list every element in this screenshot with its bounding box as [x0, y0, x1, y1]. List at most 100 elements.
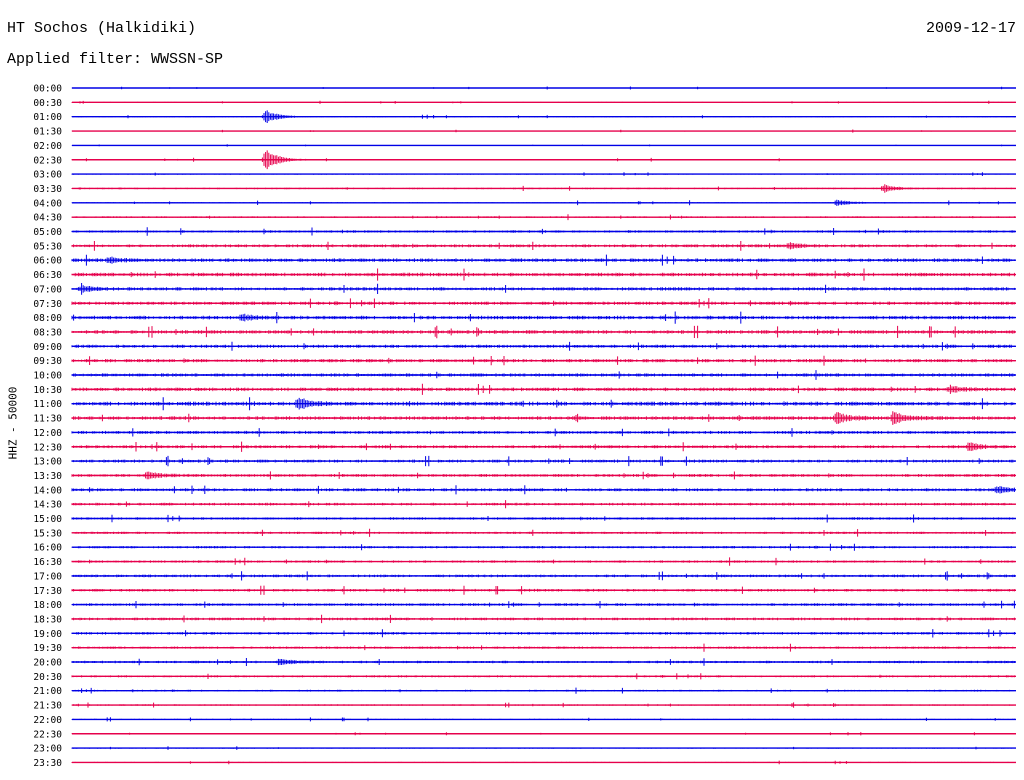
- time-tick-label: 17:30: [33, 586, 62, 597]
- seismogram-trace: [71, 702, 1015, 708]
- seismogram-trace: [71, 254, 1015, 266]
- time-tick-label: 18:00: [33, 600, 62, 611]
- time-tick-label: 09:30: [33, 356, 62, 367]
- seismogram-trace: [71, 214, 1015, 221]
- time-tick-label: 00:00: [33, 84, 62, 95]
- time-tick-label: 08:30: [33, 327, 62, 338]
- time-tick-label: 02:30: [33, 155, 62, 166]
- seismogram-trace: [71, 543, 1015, 551]
- seismogram-trace: [71, 144, 1015, 147]
- time-tick-label: 11:00: [33, 399, 62, 410]
- time-tick-label: 11:30: [33, 414, 62, 425]
- time-tick-label: 10:30: [33, 385, 62, 396]
- time-tick-label: 03:30: [33, 184, 62, 195]
- seismogram-trace: [71, 746, 1015, 750]
- seismogram-trace: [71, 441, 1015, 452]
- seismogram-trace: [71, 383, 1015, 395]
- seismogram-trace: [71, 283, 1015, 295]
- time-tick-label: 16:30: [33, 557, 62, 568]
- seismogram-trace: [71, 86, 1015, 90]
- time-tick-label: 22:30: [33, 729, 62, 740]
- seismogram-trace: [71, 184, 1015, 193]
- station-title: HT Sochos (Halkidiki): [7, 20, 197, 37]
- seismogram-trace: [71, 643, 1015, 652]
- seismogram-trace: [71, 571, 1015, 581]
- seismogram-trace: [71, 585, 1015, 595]
- seismogram-trace: [71, 150, 1015, 170]
- seismogram-trace: [71, 370, 1015, 380]
- time-tick-label: 09:00: [33, 342, 62, 353]
- seismogram-trace: [71, 732, 1015, 736]
- time-tick-label: 18:30: [33, 614, 62, 625]
- time-tick-label: 19:00: [33, 629, 62, 640]
- time-tick-label: 05:00: [33, 227, 62, 238]
- seismogram-trace: [71, 557, 1015, 566]
- time-tick-label: 16:00: [33, 543, 62, 554]
- time-tick-label: 21:30: [33, 701, 62, 712]
- time-tick-label: 07:30: [33, 299, 62, 310]
- time-tick-label: 13:30: [33, 471, 62, 482]
- seismogram-trace: [71, 614, 1015, 624]
- time-tick-label: 14:30: [33, 500, 62, 511]
- seismogram-trace: [71, 325, 1015, 339]
- seismogram-trace: [71, 528, 1015, 537]
- seismogram-trace: [71, 455, 1015, 467]
- time-tick-label: 03:00: [33, 170, 62, 181]
- filter-label: Applied filter: WWSSN-SP: [7, 51, 224, 68]
- time-tick-label: 15:00: [33, 514, 62, 525]
- time-tick-label: 02:00: [33, 141, 62, 152]
- seismogram-trace: [71, 485, 1015, 495]
- seismogram-trace: [71, 600, 1015, 609]
- seismogram-trace: [71, 110, 1015, 123]
- time-tick-labels: 00:00 00:30 01:00 01:30 02:00 02:30 03:00 03:30…: [33, 84, 62, 769]
- seismogram-trace: [71, 514, 1015, 523]
- time-tick-label: 23:00: [33, 744, 62, 755]
- time-tick-label: 15:30: [33, 528, 62, 539]
- seismogram-trace: [71, 298, 1015, 309]
- time-tick-label: 12:00: [33, 428, 62, 439]
- time-tick-label: 10:00: [33, 371, 62, 382]
- time-tick-label: 07:00: [33, 284, 62, 295]
- seismogram-trace: [71, 311, 1015, 324]
- seismogram-trace: [71, 129, 1015, 133]
- time-tick-label: 20:30: [33, 672, 62, 683]
- time-tick-label: 01:30: [33, 127, 62, 138]
- time-tick-label: 08:00: [33, 313, 62, 324]
- seismogram-trace: [71, 172, 1015, 176]
- time-tick-label: 04:00: [33, 198, 62, 209]
- time-tick-label: 01:00: [33, 112, 62, 123]
- seismogram-trace: [71, 199, 1015, 206]
- seismogram-trace: [71, 355, 1015, 366]
- time-tick-label: 14:00: [33, 485, 62, 496]
- time-tick-label: 00:30: [33, 98, 62, 109]
- seismogram-trace: [71, 658, 1015, 666]
- seismogram-trace: [71, 687, 1015, 694]
- seismogram-trace: [71, 717, 1015, 722]
- time-tick-label: 22:00: [33, 715, 62, 726]
- time-tick-label: 04:30: [33, 213, 62, 224]
- time-tick-label: 13:00: [33, 457, 62, 468]
- time-tick-label: 17:00: [33, 571, 62, 582]
- time-tick-label: 06:30: [33, 270, 62, 281]
- seismogram-trace: [71, 341, 1015, 351]
- seismogram-trace: [71, 760, 1015, 765]
- seismogram-trace: [71, 673, 1015, 680]
- seismogram-trace: [71, 227, 1015, 236]
- seismogram-trace: [71, 629, 1015, 638]
- seismogram-traces: [71, 86, 1016, 765]
- date-label: 2009-12-17: [925, 20, 1016, 37]
- seismogram-trace: [71, 100, 1015, 104]
- seismogram-trace: [71, 241, 1015, 251]
- seismogram-trace: [71, 411, 1015, 425]
- seismogram-trace: [71, 500, 1015, 509]
- seismogram-trace: [71, 397, 1015, 411]
- time-tick-label: 12:30: [33, 442, 62, 453]
- time-tick-label: 19:30: [33, 643, 62, 654]
- seismogram-trace: [71, 471, 1015, 480]
- time-tick-label: 05:30: [33, 241, 62, 252]
- time-tick-label: 21:00: [33, 686, 62, 697]
- time-tick-label: 23:30: [33, 758, 62, 769]
- time-tick-label: 20:00: [33, 658, 62, 669]
- seismogram-trace: [71, 268, 1015, 281]
